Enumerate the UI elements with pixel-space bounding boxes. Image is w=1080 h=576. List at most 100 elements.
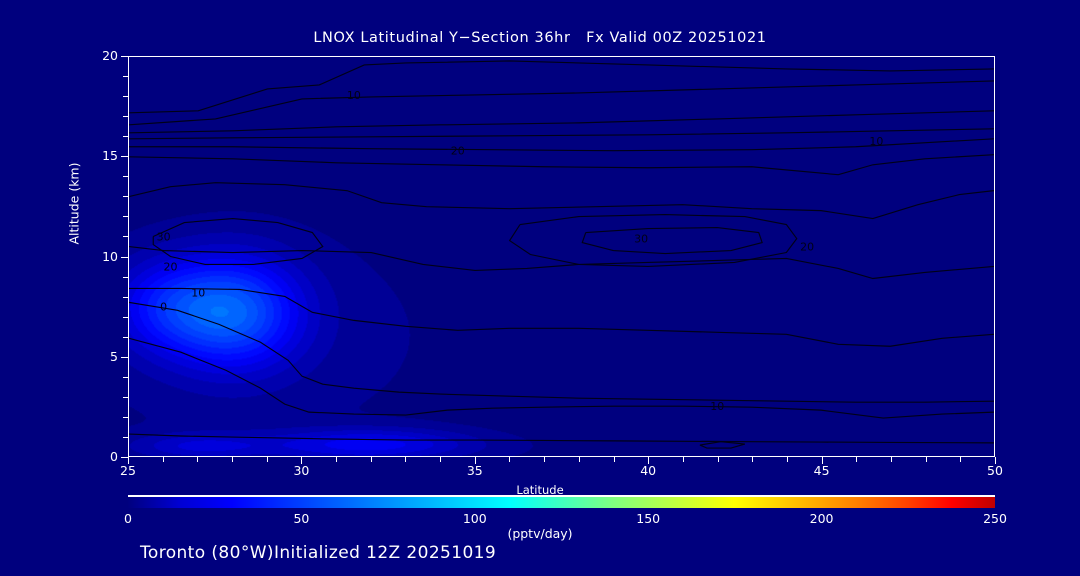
y-axis-tick bbox=[123, 136, 128, 138]
contour-label: 20 bbox=[164, 260, 178, 273]
y-axis-tick bbox=[123, 176, 128, 178]
x-axis-tick bbox=[786, 457, 788, 462]
x-axis-tick bbox=[717, 457, 719, 462]
contour-line bbox=[152, 218, 324, 266]
x-axis-tick-label: 40 bbox=[640, 463, 657, 478]
x-axis-tick bbox=[578, 457, 580, 462]
x-axis-tick bbox=[162, 457, 164, 462]
x-axis-tick bbox=[474, 457, 476, 464]
x-axis-tick bbox=[995, 457, 996, 464]
contour-line bbox=[508, 214, 798, 268]
colorbar-units-label: (pptv/day) bbox=[507, 526, 573, 541]
x-axis-tick bbox=[440, 457, 442, 462]
contour-line bbox=[129, 182, 994, 220]
x-axis-tick bbox=[370, 457, 372, 462]
y-axis-tick bbox=[123, 196, 128, 198]
colorbar-tick-label: 200 bbox=[809, 511, 834, 526]
page-title: LNOX Latitudinal Y−Section 36hr Fx Valid… bbox=[313, 30, 767, 46]
colorbar-gradient bbox=[128, 497, 995, 508]
contour-label: 20 bbox=[451, 145, 465, 158]
contour-label: 30 bbox=[634, 233, 648, 246]
x-axis-tick bbox=[509, 457, 511, 462]
y-axis-tick bbox=[123, 236, 128, 238]
x-axis-tick bbox=[856, 457, 858, 462]
y-axis-tick-label: 15 bbox=[102, 148, 118, 164]
x-axis-tick bbox=[648, 457, 650, 464]
x-axis-tick bbox=[890, 457, 892, 462]
y-axis-tick bbox=[123, 276, 128, 278]
x-axis-tick bbox=[613, 457, 615, 462]
x-axis-tick-label: 45 bbox=[813, 463, 830, 478]
x-axis-tick bbox=[301, 457, 303, 464]
contour-label: 10 bbox=[869, 135, 883, 148]
x-axis-tick bbox=[266, 457, 268, 462]
x-axis-tick bbox=[336, 457, 338, 462]
y-axis-tick bbox=[121, 56, 128, 57]
x-axis-tick bbox=[960, 457, 962, 462]
y-axis-tick bbox=[123, 376, 128, 378]
colorbar-tick-label: 50 bbox=[293, 511, 310, 526]
y-axis-tick bbox=[121, 256, 128, 258]
colorbar bbox=[128, 495, 995, 508]
contour-line bbox=[129, 287, 994, 347]
x-axis-tick bbox=[752, 457, 754, 462]
contour-label: 10 bbox=[347, 89, 361, 102]
contour-line bbox=[129, 301, 994, 403]
colorbar-tick-label: 150 bbox=[636, 511, 661, 526]
x-axis-tick bbox=[128, 457, 129, 464]
plot-area: 10 20 30 20 10 0 10 20 30 10 bbox=[128, 56, 995, 457]
contour-label: 0 bbox=[160, 300, 167, 313]
contour-line bbox=[129, 337, 994, 419]
y-axis-tick bbox=[123, 296, 128, 298]
contour-label: 30 bbox=[157, 230, 171, 243]
contour-line bbox=[129, 60, 994, 114]
y-axis-tick bbox=[123, 416, 128, 418]
y-axis-tick bbox=[123, 96, 128, 98]
contour-line bbox=[129, 128, 994, 140]
y-axis-tick bbox=[123, 336, 128, 338]
colorbar-tick-label: 0 bbox=[124, 511, 132, 526]
y-axis-tick-label: 0 bbox=[110, 449, 118, 464]
x-axis-tick bbox=[682, 457, 684, 462]
contour-line bbox=[129, 138, 994, 152]
x-axis-tick-label: 50 bbox=[987, 463, 1003, 478]
x-axis-tick bbox=[232, 457, 234, 462]
colorbar-tick-label: 250 bbox=[983, 511, 1007, 526]
colorbar-rule bbox=[128, 495, 995, 497]
contour-line bbox=[129, 433, 994, 444]
contour-line bbox=[129, 154, 994, 176]
x-axis-tick-label: 25 bbox=[120, 463, 136, 478]
y-axis-tick bbox=[123, 116, 128, 118]
contour-line bbox=[129, 245, 994, 280]
contour-line bbox=[129, 80, 994, 126]
y-axis-tick bbox=[123, 76, 128, 78]
contour-line bbox=[581, 226, 763, 255]
y-axis-tick-label: 20 bbox=[102, 48, 118, 63]
contour-line bbox=[699, 441, 746, 449]
y-axis-tick bbox=[123, 216, 128, 218]
contour-label: 10 bbox=[191, 286, 205, 299]
y-axis-tick bbox=[123, 316, 128, 318]
contour-label: 20 bbox=[800, 241, 814, 254]
y-axis-tick bbox=[121, 457, 128, 458]
x-axis-tick bbox=[405, 457, 407, 462]
y-axis-tick-label: 5 bbox=[110, 348, 118, 364]
y-axis-tick bbox=[123, 436, 128, 438]
contour-overlay: 10 20 30 20 10 0 10 20 30 10 bbox=[129, 60, 994, 449]
footer-caption: Toronto (80°W)Initialized 12Z 20251019 bbox=[140, 543, 497, 563]
x-axis-tick bbox=[197, 457, 199, 462]
x-axis-tick bbox=[925, 457, 927, 462]
contour-label: 10 bbox=[710, 400, 724, 413]
y-axis-title: Altitude (km) bbox=[66, 162, 82, 245]
x-axis-title: Latitude bbox=[516, 483, 564, 497]
y-axis-tick-label: 10 bbox=[102, 248, 118, 264]
x-axis-tick bbox=[544, 457, 546, 462]
x-axis-tick bbox=[821, 457, 823, 464]
x-axis-tick-label: 30 bbox=[293, 463, 310, 478]
colorbar-tick-label: 100 bbox=[462, 511, 487, 526]
contour-line bbox=[129, 110, 994, 134]
y-axis-tick bbox=[121, 356, 128, 358]
x-axis-tick-label: 35 bbox=[466, 463, 483, 478]
y-axis-tick bbox=[121, 156, 128, 158]
y-axis-tick bbox=[123, 396, 128, 398]
